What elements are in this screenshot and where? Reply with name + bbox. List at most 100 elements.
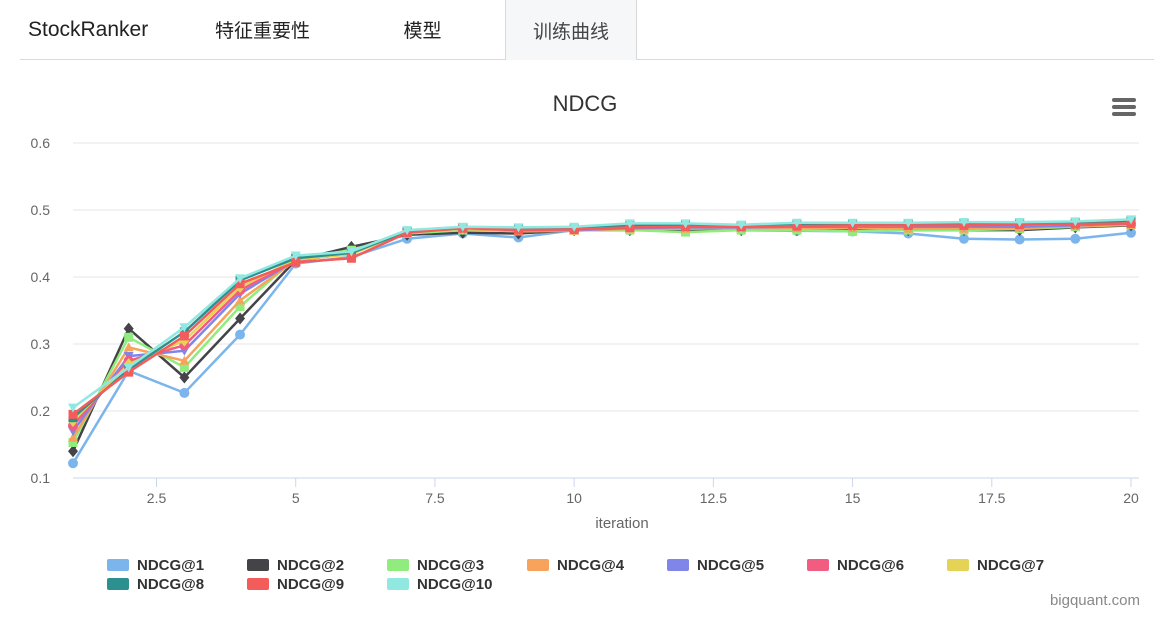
data-point bbox=[68, 445, 78, 458]
data-point bbox=[624, 219, 635, 229]
data-point bbox=[457, 222, 468, 232]
data-point bbox=[235, 301, 245, 311]
legend-swatch bbox=[107, 578, 129, 590]
series-line bbox=[71, 223, 1133, 440]
y-tick-label: 0.6 bbox=[31, 135, 51, 151]
legend-item-ndcg-at-5[interactable]: NDCG@5 bbox=[667, 557, 764, 574]
data-point bbox=[1070, 233, 1081, 244]
series-line bbox=[71, 224, 1133, 453]
tab-feature-importance[interactable]: 特征重要性 bbox=[214, 20, 310, 42]
data-point bbox=[346, 247, 357, 257]
legend-swatch bbox=[667, 559, 689, 571]
legend-item-ndcg-at-7[interactable]: NDCG@7 bbox=[947, 557, 1044, 574]
data-point bbox=[68, 409, 78, 419]
data-point bbox=[179, 387, 190, 398]
data-point bbox=[123, 342, 134, 352]
data-point bbox=[958, 218, 969, 228]
data-point bbox=[1014, 234, 1025, 245]
data-point bbox=[903, 218, 914, 228]
x-tick-label: 12.5 bbox=[700, 490, 727, 506]
x-tick-label: 17.5 bbox=[978, 490, 1005, 506]
data-point bbox=[736, 220, 747, 230]
tab-training-curve[interactable]: 训练曲线 bbox=[505, 0, 637, 60]
data-point bbox=[179, 323, 190, 333]
series-line bbox=[71, 223, 1133, 444]
data-point bbox=[958, 233, 969, 244]
data-point bbox=[179, 355, 190, 365]
tab-model[interactable]: 模型 bbox=[403, 20, 442, 42]
legend-label: NDCG@4 bbox=[557, 557, 625, 574]
data-point bbox=[123, 363, 134, 373]
legend-swatch bbox=[807, 559, 829, 571]
legend-item-ndcg-at-1[interactable]: NDCG@1 bbox=[107, 557, 204, 574]
app-brand: StockRanker bbox=[28, 17, 149, 41]
legend-label: NDCG@9 bbox=[277, 576, 344, 593]
y-tick-label: 0.5 bbox=[31, 202, 51, 218]
x-tick-label: 20 bbox=[1123, 490, 1139, 506]
data-point bbox=[791, 218, 802, 228]
data-point bbox=[235, 329, 246, 340]
legend-label: NDCG@7 bbox=[977, 557, 1044, 574]
legend-swatch bbox=[107, 559, 129, 571]
series-ndcg-at-10 bbox=[68, 215, 1136, 413]
x-tick-label: 2.5 bbox=[147, 490, 167, 506]
series-ndcg-at-5 bbox=[68, 219, 1136, 437]
x-tick-label: 7.5 bbox=[425, 490, 445, 506]
data-point bbox=[68, 432, 78, 442]
tab-bar: StockRanker 特征重要性 模型 训练曲线 bbox=[20, 0, 1154, 60]
legend-label: NDCG@5 bbox=[697, 557, 764, 574]
legend-label: NDCG@3 bbox=[417, 557, 484, 574]
data-point bbox=[346, 253, 356, 263]
data-point bbox=[513, 223, 524, 233]
legend-label: NDCG@10 bbox=[417, 576, 492, 593]
data-point bbox=[1126, 215, 1136, 225]
data-point bbox=[680, 219, 691, 229]
watermark: bigquant.com bbox=[1049, 592, 1140, 609]
chart-container: NDCG 0.1 0.2 0.3 0.4 0.5 0.6 2.5 5 7.5 10 12.5 15 17.… bbox=[0, 60, 1170, 618]
data-point bbox=[402, 226, 413, 236]
legend-item-ndcg-at-6[interactable]: NDCG@6 bbox=[807, 557, 904, 574]
legend-swatch bbox=[247, 559, 269, 571]
legend-item-ndcg-at-10[interactable]: NDCG@10 bbox=[387, 576, 492, 593]
y-tick-label: 0.4 bbox=[31, 269, 51, 285]
legend-item-ndcg-at-2[interactable]: NDCG@2 bbox=[247, 557, 344, 574]
legend-swatch bbox=[387, 578, 409, 590]
y-tick-label: 0.2 bbox=[31, 403, 51, 419]
data-point bbox=[179, 371, 190, 384]
data-point bbox=[68, 458, 78, 469]
chart-title: NDCG bbox=[553, 91, 618, 116]
legend-label: NDCG@8 bbox=[137, 576, 204, 593]
series-line bbox=[71, 222, 1133, 427]
data-point bbox=[235, 279, 245, 289]
data-point bbox=[569, 222, 580, 232]
legend-label: NDCG@6 bbox=[837, 557, 904, 574]
data-point bbox=[124, 332, 134, 342]
legend-item-ndcg-at-8[interactable]: NDCG@8 bbox=[107, 576, 204, 593]
y-tick-label: 0.3 bbox=[31, 336, 51, 352]
data-point bbox=[1014, 218, 1025, 228]
legend-item-ndcg-at-9[interactable]: NDCG@9 bbox=[247, 576, 344, 593]
x-axis-title: iteration bbox=[595, 515, 648, 532]
data-point bbox=[290, 251, 301, 261]
legend-swatch bbox=[947, 559, 969, 571]
data-point bbox=[847, 218, 858, 228]
x-tick-label: 5 bbox=[292, 490, 300, 506]
data-point bbox=[179, 362, 189, 372]
series-ndcg-at-6 bbox=[68, 218, 1136, 431]
legend-item-ndcg-at-3[interactable]: NDCG@3 bbox=[387, 557, 484, 574]
series-ndcg-at-7 bbox=[68, 216, 1136, 428]
series-line bbox=[71, 228, 1133, 465]
data-point bbox=[68, 403, 78, 413]
data-point bbox=[291, 257, 301, 267]
ndcg-line-chart: NDCG 0.1 0.2 0.3 0.4 0.5 0.6 2.5 5 7.5 10 12.5 15 17.… bbox=[31, 91, 1139, 593]
series-line bbox=[71, 218, 1133, 409]
series-line bbox=[71, 219, 1133, 419]
legend-swatch bbox=[247, 578, 269, 590]
series-ndcg-at-1 bbox=[68, 225, 1136, 469]
data-point bbox=[1070, 217, 1081, 227]
series-line bbox=[71, 221, 1133, 423]
chart-menu-icon[interactable] bbox=[1112, 98, 1138, 120]
series-ndcg-at-3 bbox=[68, 220, 1136, 447]
data-point bbox=[1126, 227, 1136, 238]
legend-item-ndcg-at-4[interactable]: NDCG@4 bbox=[527, 557, 625, 574]
